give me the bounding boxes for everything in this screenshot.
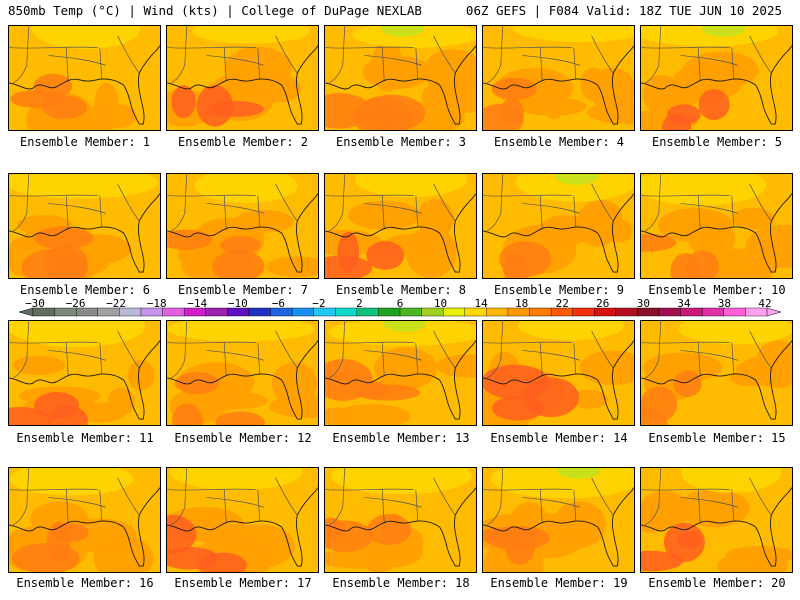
ensemble-map-panel	[640, 173, 793, 279]
ensemble-map-panel	[8, 25, 161, 131]
ensemble-map-panel	[640, 25, 793, 131]
colorbar-tick-label: −6	[271, 297, 285, 310]
colorbar-tick-label: 22	[555, 297, 569, 310]
colorbar-swatch	[248, 307, 271, 317]
colorbar-tick-label: 26	[596, 297, 610, 310]
colorbar-tick-label: 34	[677, 297, 691, 310]
ensemble-member-label: Ensemble Member: 3	[335, 135, 467, 149]
ensemble-map-panel	[324, 320, 477, 426]
ensemble-member-label: Ensemble Member: 20	[648, 576, 786, 590]
ensemble-map-panel	[482, 25, 635, 131]
ensemble-map-panel	[166, 173, 319, 279]
colorbar-swatch	[205, 307, 228, 317]
ensemble-map-panel	[324, 467, 477, 573]
colorbar-swatch	[291, 307, 315, 317]
ensemble-map-panel	[166, 467, 319, 573]
ensemble-member-label: Ensemble Member: 19	[490, 576, 628, 590]
colorbar-tick-label: −14	[187, 297, 208, 310]
colorbar-tick-label: −26	[65, 297, 86, 310]
ensemble-member-label: Ensemble Member: 2	[177, 135, 309, 149]
ensemble-map-panel	[166, 320, 319, 426]
ensemble-map-panel	[640, 320, 793, 426]
run-valid-time: 06Z GEFS | F084 Valid: 18Z TUE JUN 10 20…	[465, 3, 782, 18]
colorbar-swatch	[529, 307, 552, 317]
ensemble-member-label: Ensemble Member: 17	[174, 576, 312, 590]
ensemble-map-panel	[8, 320, 161, 426]
colorbar-swatch	[615, 307, 638, 317]
colorbar-swatch	[572, 307, 595, 317]
colorbar-tick-label: −22	[106, 297, 127, 310]
ensemble-member-label: Ensemble Member: 18	[332, 576, 470, 590]
ensemble-map-panel	[324, 25, 477, 131]
colorbar-tick-label: −30	[25, 297, 45, 310]
ensemble-member-label: Ensemble Member: 15	[648, 431, 786, 445]
colorbar-tick-label: −18	[146, 297, 167, 310]
ensemble-member-label: Ensemble Member: 5	[651, 135, 783, 149]
temperature-colorbar	[18, 307, 782, 317]
ensemble-member-label: Ensemble Member: 7	[177, 283, 309, 297]
colorbar-tick-label: 18	[515, 297, 529, 310]
ensemble-member-label: Ensemble Member: 16	[16, 576, 154, 590]
ensemble-member-label: Ensemble Member: 9	[493, 283, 625, 297]
colorbar-tick-label: −2	[312, 297, 326, 310]
colorbar-tick-label: 10	[433, 297, 448, 310]
colorbar-tick-label: 38	[717, 297, 732, 310]
ensemble-map-panel	[166, 25, 319, 131]
ensemble-member-label: Ensemble Member: 13	[332, 431, 470, 445]
colorbar-swatch	[335, 307, 358, 317]
ensemble-map-panel	[8, 467, 161, 573]
colorbar-tick-label: 42	[758, 297, 772, 310]
ensemble-member-label: Ensemble Member: 6	[19, 283, 151, 297]
colorbar-swatch	[486, 307, 509, 317]
ensemble-member-label: Ensemble Member: 1	[19, 135, 151, 149]
ensemble-member-label: Ensemble Member: 10	[648, 283, 786, 297]
colorbar-tick-label: 30	[636, 297, 650, 310]
ensemble-member-label: Ensemble Member: 11	[16, 431, 154, 445]
ensemble-map-panel	[8, 173, 161, 279]
colorbar-tick-label: −10	[227, 297, 248, 310]
ensemble-member-label: Ensemble Member: 4	[493, 135, 625, 149]
ensemble-map-panel	[482, 467, 635, 573]
ensemble-map-panel	[482, 173, 635, 279]
colorbar-tick-label: 6	[396, 297, 404, 310]
colorbar-right-arrow	[766, 307, 782, 317]
ensemble-member-label: Ensemble Member: 14	[490, 431, 628, 445]
ensemble-map-panel	[640, 467, 793, 573]
ensemble-map-panel	[324, 173, 477, 279]
colorbar-tick-label: 2	[356, 297, 363, 310]
chart-title: 850mb Temp (°C) | Wind (kts) | College o…	[8, 3, 422, 18]
colorbar-tick-label: 14	[474, 297, 488, 310]
ensemble-member-label: Ensemble Member: 12	[174, 431, 312, 445]
ensemble-member-label: Ensemble Member: 8	[335, 283, 467, 297]
ensemble-map-panel	[482, 320, 635, 426]
